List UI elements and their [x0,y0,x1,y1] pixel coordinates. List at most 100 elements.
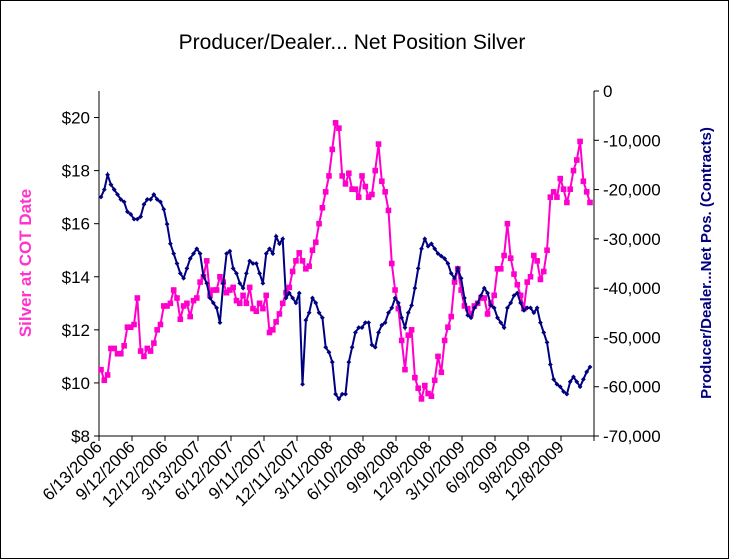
silver-price-point [256,300,263,307]
silver-price-point [190,297,197,304]
silver-price-point [289,268,296,275]
silver-price-point [279,300,286,307]
y-axis-right-label: Producer/Dealer...Net Pos. (Contracts) [698,127,715,399]
silver-price-point [560,186,567,192]
net-position-point [362,320,368,326]
silver-price-point [243,300,250,307]
net-position-point [141,201,147,207]
silver-price-point [309,247,316,254]
silver-price-point [213,287,220,293]
net-position-point [253,261,259,266]
net-position-point [412,285,418,291]
net-position-point [564,391,570,397]
silver-price-point [567,186,573,192]
net-position-point [531,310,537,316]
silver-price-point [517,292,524,299]
net-position-point [128,211,134,217]
net-position-point [561,389,566,395]
silver-price-point [362,183,369,190]
net-position-point [495,315,500,321]
silver-price-point [554,194,560,200]
net-position-point [243,270,249,276]
silver-price-point [441,337,448,344]
silver-price-point [504,220,511,227]
silver-price-point [177,316,184,323]
silver-price-point [550,189,557,195]
silver-price-point [184,300,190,307]
silver-price-point [557,175,564,182]
net-position-point [448,270,454,276]
silver-price-point [540,268,547,275]
net-position-point [574,379,580,385]
silver-price-point [124,324,131,330]
silver-price-point [511,271,517,277]
silver-price-point [369,191,375,198]
net-position-point [435,251,441,257]
silver-price-point [359,173,365,179]
silver-price-point [253,308,260,315]
net-position-point [270,251,276,257]
net-position-point [415,266,421,271]
silver-price-point [448,313,455,320]
silver-price-point [210,287,217,293]
net-position-point [392,295,398,301]
silver-price-point [564,199,570,206]
net-position-point [336,396,342,402]
silver-price-point [270,327,276,333]
silver-price-point [160,303,167,309]
net-position-point [442,256,448,261]
net-position-point [481,285,487,291]
net-position-point [557,384,563,390]
y-left-tick-label: $10 [62,374,90,393]
net-position-point [181,275,187,281]
net-position-point [164,221,170,227]
silver-price-point [266,329,273,336]
silver-price-point [431,377,438,384]
silver-price-point [118,350,124,357]
series-group [98,119,593,403]
silver-price-point [174,295,180,301]
silver-price-point [464,305,471,312]
net-position-point [425,243,431,249]
silver-price-point [398,337,405,344]
silver-price-point [260,305,266,312]
net-position-point [161,206,167,212]
net-position-point [171,251,177,257]
net-position-point [353,330,358,335]
net-position-point [148,197,153,202]
net-position-point [445,261,451,266]
net-position-point [187,256,193,261]
net-position-point [207,295,213,301]
net-position-point [240,285,246,291]
silver-price-point [435,353,441,360]
silver-price-point [167,300,174,307]
net-position-point [151,192,157,197]
net-position-point [379,322,385,328]
silver-price-point [299,258,306,264]
net-position-point [382,320,388,326]
net-position-point [319,315,325,321]
silver-price-point [276,311,283,317]
silver-price-point [194,295,200,301]
net-position-point [544,339,550,345]
y-axis-left-label: Silver at COT Date [16,189,35,337]
silver-price-point [329,146,336,153]
net-position-point [131,216,137,222]
net-position-point [263,251,269,257]
silver-price-point [573,157,580,163]
net-position-point [326,349,332,355]
silver-price-point [144,345,151,352]
silver-price-point [98,366,104,373]
silver-price-point [458,287,464,293]
net-position-point [508,300,514,306]
silver-price-point [101,377,108,384]
silver-price-point [319,204,326,211]
silver-price-point [246,284,253,291]
chart-title: Producer/Dealer... Net Position Silver [179,31,526,54]
net-position-point [230,266,236,271]
y-left-tick-label: $14 [62,268,90,287]
silver-price-line [100,119,591,403]
net-position-point [310,295,315,301]
net-position-point [333,391,338,397]
